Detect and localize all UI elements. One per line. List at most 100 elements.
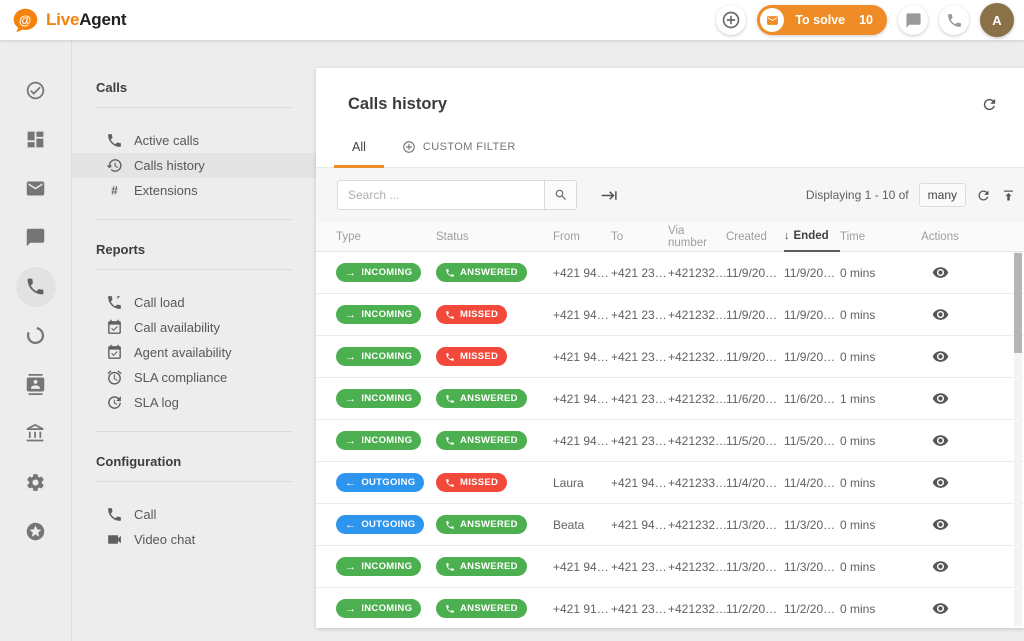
cell-status: MISSED bbox=[436, 305, 553, 324]
cell-time: 0 mins bbox=[840, 434, 900, 448]
cell-to: +421 23… bbox=[611, 392, 668, 406]
alarm-icon bbox=[106, 369, 123, 386]
view-call-button[interactable] bbox=[930, 262, 951, 283]
table-row[interactable]: ←OUTGOING ANSWEREDBeata+421 94…+421232…1… bbox=[316, 504, 1024, 546]
arrow-right-icon: → bbox=[345, 436, 356, 446]
table-row[interactable]: →INCOMING ANSWERED+421 91…+421 23…+42123… bbox=[316, 588, 1024, 628]
export-button[interactable] bbox=[1001, 188, 1016, 203]
rail-item-dashboard[interactable] bbox=[0, 115, 72, 164]
sidebar-item-call[interactable]: Call bbox=[72, 502, 316, 527]
panel-header: Calls history bbox=[316, 68, 1024, 128]
chats-button[interactable] bbox=[898, 5, 928, 35]
rail-item-contacts[interactable] bbox=[0, 360, 72, 409]
view-call-button[interactable] bbox=[930, 472, 951, 493]
tab-all[interactable]: All bbox=[334, 127, 384, 167]
view-call-button[interactable] bbox=[930, 388, 951, 409]
phone-icon bbox=[445, 520, 455, 530]
collapse-sidebar-button[interactable] bbox=[601, 187, 618, 204]
sidebar-item-active-calls[interactable]: Active calls bbox=[72, 128, 316, 153]
reload-list-button[interactable] bbox=[976, 188, 991, 203]
column-header-time[interactable]: Time bbox=[840, 222, 900, 252]
column-label: Time bbox=[840, 231, 865, 243]
arrow-right-icon: → bbox=[345, 394, 356, 404]
column-header-to[interactable]: To bbox=[611, 222, 668, 252]
sidebar-item-agent-availability[interactable]: Agent availability bbox=[72, 340, 316, 365]
table-row[interactable]: →INCOMING MISSED+421 94…+421 23…+421232…… bbox=[316, 294, 1024, 336]
sidebar-item-video-chat[interactable]: Video chat bbox=[72, 527, 316, 552]
rail-item-gear[interactable] bbox=[0, 458, 72, 507]
table-row[interactable]: →INCOMING ANSWERED+421 94…+421 23…+42123… bbox=[316, 252, 1024, 294]
hash-icon: # bbox=[106, 182, 123, 199]
view-call-button[interactable] bbox=[930, 430, 951, 451]
column-label: Created bbox=[726, 231, 767, 243]
table-row[interactable]: →INCOMING ANSWERED+421 94…+421 23…+42123… bbox=[316, 420, 1024, 462]
cell-actions bbox=[900, 514, 980, 535]
view-call-button[interactable] bbox=[930, 598, 951, 619]
column-header-ended[interactable]: ↓Ended bbox=[784, 222, 840, 252]
column-header-via-number[interactable]: Via number bbox=[668, 222, 726, 252]
gear-icon bbox=[25, 472, 46, 493]
to-solve-label: To solve bbox=[795, 13, 845, 27]
calls-button[interactable] bbox=[939, 5, 969, 35]
rail-item-mail[interactable] bbox=[0, 164, 72, 213]
refresh-button[interactable] bbox=[981, 96, 998, 113]
topbar-actions: To solve 10 A bbox=[716, 3, 1014, 37]
view-call-button[interactable] bbox=[930, 304, 951, 325]
scrollbar-thumb[interactable] bbox=[1014, 253, 1022, 353]
column-header-type[interactable]: Type bbox=[336, 222, 436, 252]
sidebar-item-label: Call load bbox=[134, 295, 185, 310]
tab-custom-filter[interactable]: CUSTOM FILTER bbox=[384, 127, 534, 167]
cell-to: +421 23… bbox=[611, 560, 668, 574]
plus-circle-icon bbox=[721, 10, 741, 30]
sidebar-item-extensions[interactable]: #Extensions bbox=[72, 178, 316, 203]
column-header-actions[interactable]: Actions bbox=[900, 222, 980, 252]
table-row[interactable]: ←OUTGOING MISSEDLaura+421 94…+421233…11/… bbox=[316, 462, 1024, 504]
cell-ended: 11/3/20… bbox=[784, 560, 840, 574]
search-button[interactable] bbox=[544, 180, 577, 210]
rail-item-chat[interactable] bbox=[0, 213, 72, 262]
page-size-button[interactable]: many bbox=[919, 183, 966, 207]
table-row[interactable]: →INCOMING MISSED+421 94…+421 23…+421232…… bbox=[316, 336, 1024, 378]
column-header-status[interactable]: Status bbox=[436, 222, 553, 252]
rail-item-ring[interactable] bbox=[0, 311, 72, 360]
arrow-right-icon: → bbox=[345, 562, 356, 572]
rail-item-phone[interactable] bbox=[0, 262, 72, 311]
arrow-right-icon: → bbox=[345, 268, 356, 278]
rail-item-star-circle[interactable] bbox=[0, 507, 72, 556]
sidebar-item-sla-compliance[interactable]: SLA compliance bbox=[72, 365, 316, 390]
view-call-button[interactable] bbox=[930, 346, 951, 367]
column-header-from[interactable]: From bbox=[553, 222, 611, 252]
chat-icon bbox=[25, 227, 46, 248]
sidebar-group-configuration: CallVideo chat bbox=[72, 482, 316, 568]
ring-icon bbox=[25, 325, 46, 346]
table-row[interactable]: →INCOMING ANSWERED+421 94…+421 23…+42123… bbox=[316, 546, 1024, 588]
cell-created: 11/3/20… bbox=[726, 560, 784, 574]
rail-item-bank[interactable] bbox=[0, 409, 72, 458]
type-badge: →INCOMING bbox=[336, 389, 421, 408]
table-scrollbar[interactable] bbox=[1014, 252, 1022, 626]
sidebar-item-calls-history[interactable]: Calls history bbox=[72, 153, 316, 178]
cell-from: +421 94… bbox=[553, 392, 611, 406]
table-row[interactable]: →INCOMING ANSWERED+421 94…+421 23…+42123… bbox=[316, 378, 1024, 420]
cell-actions bbox=[900, 388, 980, 409]
eye-icon bbox=[932, 264, 949, 281]
avatar[interactable]: A bbox=[980, 3, 1014, 37]
view-call-button[interactable] bbox=[930, 556, 951, 577]
sidebar-item-sla-log[interactable]: SLA log bbox=[72, 390, 316, 415]
rail-item-check-circle[interactable] bbox=[0, 66, 72, 115]
sidebar-item-label: SLA log bbox=[134, 395, 179, 410]
sidebar-item-label: Calls history bbox=[134, 158, 205, 173]
call-load-icon bbox=[106, 294, 123, 311]
sidebar-item-call-load[interactable]: Call load bbox=[72, 290, 316, 315]
cell-to: +421 23… bbox=[611, 602, 668, 616]
history-icon bbox=[106, 157, 123, 174]
sidebar-item-label: Call availability bbox=[134, 320, 220, 335]
column-header-created[interactable]: Created bbox=[726, 222, 784, 252]
to-solve-button[interactable]: To solve 10 bbox=[757, 5, 887, 35]
create-new-button[interactable] bbox=[716, 5, 746, 35]
to-solve-count: 10 bbox=[859, 13, 873, 27]
view-call-button[interactable] bbox=[930, 514, 951, 535]
sidebar-item-call-availability[interactable]: Call availability bbox=[72, 315, 316, 340]
circle-plus-icon bbox=[402, 140, 416, 154]
search-input[interactable] bbox=[337, 180, 544, 210]
